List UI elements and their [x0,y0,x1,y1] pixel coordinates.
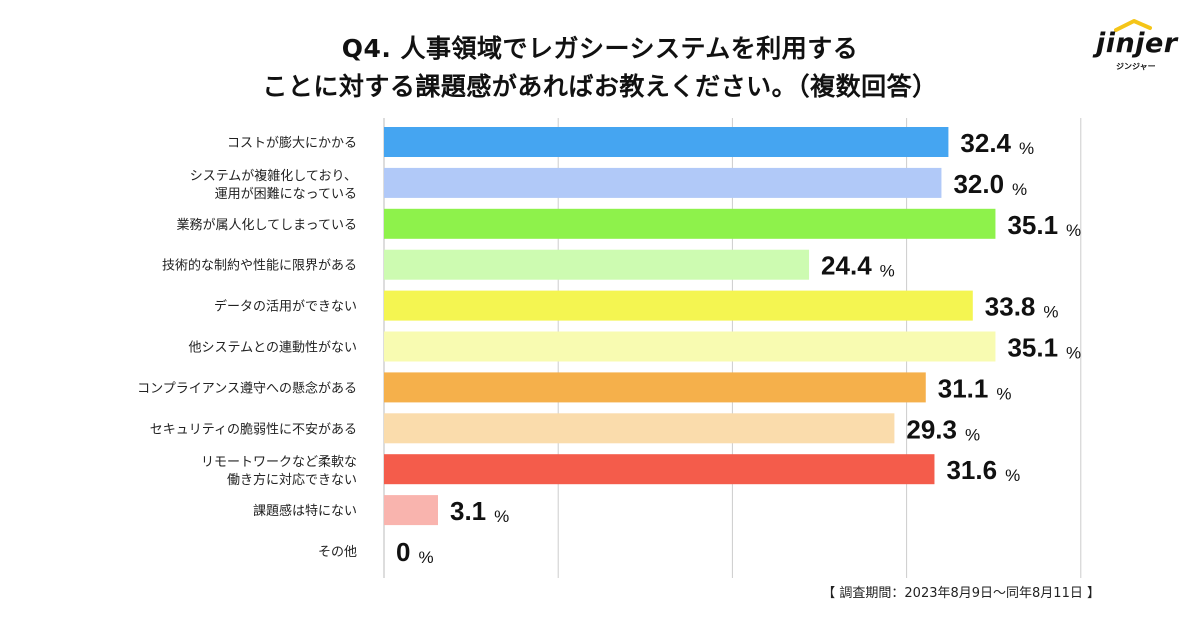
unit-label: % [1012,180,1027,199]
bar [384,249,810,280]
chart-title: Q4. 人事領域でレガシーシステムを利用する ことに対する課題感があればお教えく… [0,30,1200,106]
unit-label: % [1066,221,1081,240]
bar [384,290,973,321]
category-label: 課題感は特にない [253,503,357,519]
category-label: セキュリティの脆弱性に不安がある [150,421,357,437]
category-label: 業務が属人化してしまっている [177,217,357,233]
category-label: リモートワークなど柔軟な働き方に対応できない [201,454,357,488]
value-label: 32.4 [960,128,1011,158]
category-label: システムが複雑化しており、運用が困難になっている [190,168,357,202]
category-label-line: 働き方に対応できない [227,472,357,488]
roof-icon [1114,19,1152,32]
value-label: 33.8 [985,292,1036,322]
bar [384,372,926,403]
unit-label: % [418,548,433,567]
value-label: 31.1 [938,373,989,403]
bar [384,413,895,444]
bar [384,454,935,485]
category-label-line: システムが複雑化しており、 [190,168,357,184]
value-label: 35.1 [1007,333,1058,363]
value-label: 0 [396,537,410,567]
bar [384,208,996,239]
unit-label: % [1019,139,1034,158]
category-label-line: リモートワークなど柔軟な [201,454,357,470]
logo-subtitle: ジンジャー [1116,62,1156,71]
unit-label: % [1043,303,1058,322]
value-label: 3.1 [450,496,486,526]
unit-label: % [880,262,895,281]
category-label: その他 [318,545,357,560]
chart-title-line-1: Q4. 人事領域でレガシーシステムを利用する [341,34,859,63]
category-label: コンプライアンス遵守への懸念がある [137,380,357,396]
category-label-line: 運用が困難になっている [215,187,357,202]
survey-period-note: 【 調査期間：2023年8月9日〜同年8月11日 】 [822,586,1100,601]
value-label: 32.0 [953,169,1004,199]
unit-label: % [494,507,509,526]
value-label: 24.4 [821,251,872,281]
value-label: 31.6 [946,455,997,485]
unit-label: % [1005,466,1020,485]
logo-wordmark: jinjer [1096,28,1178,59]
category-label: 技術的な制約や性能に限界がある [162,258,357,274]
unit-label: % [965,425,980,444]
bar [384,167,942,198]
category-label: コストが膨大にかかる [227,136,357,151]
category-label: 他システムとの連動性がない [189,341,357,356]
jinjer-logo: jinjer ジンジャー [1086,14,1186,78]
unit-label: % [996,384,1011,403]
category-label: データの活用ができない [214,299,357,315]
value-label: 35.1 [1007,210,1058,240]
bar [384,331,996,362]
unit-label: % [1066,344,1081,363]
bar [384,495,439,526]
value-label: 29.3 [906,414,957,444]
chart-title-line-2: ことに対する課題感があればお教えください。（複数回答） [262,72,938,101]
bar [384,127,949,157]
